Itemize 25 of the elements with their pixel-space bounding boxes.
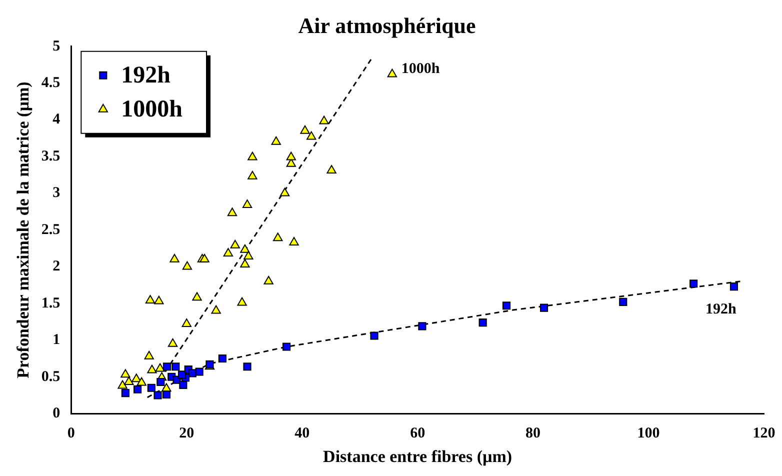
y-tick-label: 4 [52,112,61,128]
y-tick-label: 2 [52,258,60,275]
y-tick-label: 5 [52,38,60,54]
x-tick-label: 100 [637,425,660,442]
chart-title: Air atmosphérique [298,12,476,38]
y-tick-label: 4.5 [41,74,60,91]
x-tick-label: 120 [752,425,776,442]
y-tick-label: 1.5 [41,295,60,312]
x-tick-label: 20 [179,425,194,442]
legend-label: 192h [121,62,171,89]
text: 1000h [401,60,440,77]
y-tick-label: 3.5 [41,148,60,164]
series-label: 192h [705,301,737,318]
legend-label: 1000h [121,96,183,123]
y-tick-label: 1 [52,332,60,348]
x-axis-title: Distance entre fibres (µm) [323,447,512,466]
y-tick-label: 2.5 [41,222,60,238]
x-tick-label: 0 [67,425,75,442]
x-tick-label: 40 [294,425,310,442]
y-axis-title: Profondeur maximale de la matrice (µm) [14,82,33,378]
y-tick-label: 0 [52,405,60,422]
y-tick-label: 3 [52,185,60,202]
x-tick-label: 60 [410,425,426,442]
x-tick-label: 80 [526,425,541,442]
y-tick-label: 0.5 [41,368,60,385]
